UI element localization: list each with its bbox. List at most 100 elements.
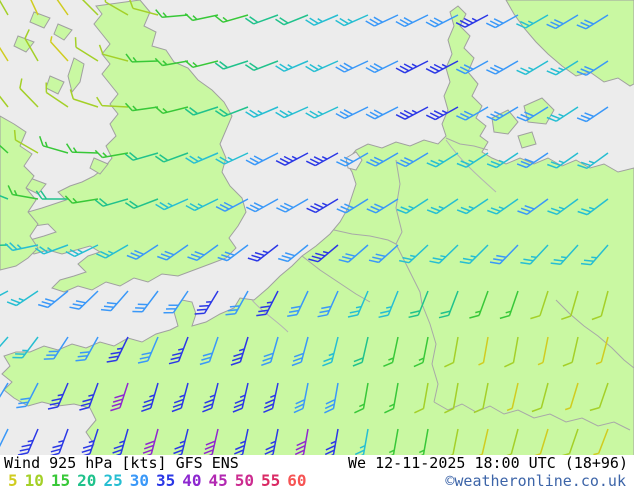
wind-barb: [24, 29, 39, 62]
wind-barb: [287, 290, 309, 318]
wind-barb: [38, 136, 69, 154]
wind-barb: [81, 0, 99, 16]
scale-value-10: 10: [24, 471, 44, 490]
border-germany-czechia: [555, 299, 634, 369]
wind-barb: [504, 336, 519, 368]
border-denmark-germany: [445, 137, 489, 151]
wind-barb: [184, 13, 219, 22]
wind-barb: [65, 143, 99, 154]
river-seine: [251, 299, 289, 333]
wind-barb: [368, 244, 399, 264]
footer-line-1: Wind 925 hPa [kts] GFS ENS We 12-11-2025…: [0, 455, 634, 472]
wind-barb: [0, 194, 9, 200]
wind-barb: [94, 149, 129, 159]
wind-barb: [245, 106, 279, 118]
wind-barb: [352, 336, 369, 367]
scale-value-35: 35: [155, 471, 176, 490]
map-footer: Wind 925 hPa [kts] GFS ENS We 12-11-2025…: [0, 455, 634, 490]
wind-barb: [306, 198, 339, 214]
coastline-danish-islands: [491, 97, 555, 149]
copyright-link[interactable]: ©weatheronline.co.uk: [445, 472, 626, 490]
wind-barb: [516, 14, 549, 29]
wind-barb: [277, 244, 309, 263]
wind-barb: [478, 336, 489, 366]
wind-barb: [459, 244, 489, 265]
wind-barb: [546, 14, 579, 30]
wind-map: [0, 0, 634, 457]
wind-barb: [506, 382, 519, 412]
wind-barb: [395, 106, 429, 120]
wind-barb: [399, 244, 429, 264]
border-switzerland: [433, 401, 631, 431]
scale-value-40: 40: [182, 471, 202, 490]
wind-barb: [98, 44, 129, 62]
wind-barb: [444, 336, 459, 368]
wind-barb: [13, 129, 39, 154]
wind-barb: [365, 14, 399, 27]
scale-value-20: 20: [77, 471, 97, 490]
border-france-belgium: [301, 255, 371, 303]
wind-barb: [473, 382, 489, 414]
wind-barb: [43, 336, 69, 360]
wind-barb: [561, 290, 579, 321]
wind-barb: [64, 195, 99, 204]
scale-value-5: 5: [8, 471, 18, 490]
wind-barb: [124, 198, 159, 210]
wind-barb: [276, 198, 309, 213]
border-belgium-netherlands: [333, 229, 397, 245]
wind-barb: [366, 152, 399, 167]
wind-barb: [336, 198, 369, 214]
wind-barb: [214, 14, 249, 23]
wind-barb: [56, 0, 69, 16]
wind-barb: [171, 382, 189, 413]
wind-barb: [69, 290, 99, 310]
wind-barb: [65, 244, 99, 258]
wind-barb: [396, 152, 429, 168]
wind-barb: [245, 198, 279, 213]
wind-barb: [425, 60, 459, 74]
wind-barb: [429, 244, 459, 264]
wind-barb: [593, 428, 609, 456]
wind-barb: [499, 290, 519, 320]
wind-barb: [37, 290, 69, 309]
scale-value-25: 25: [103, 471, 123, 490]
wind-barb: [104, 0, 129, 16]
wind-barb: [0, 382, 9, 398]
wind-barb: [595, 336, 609, 365]
wind-barb: [469, 290, 489, 319]
wind-barb: [6, 290, 39, 307]
wind-barb: [305, 60, 339, 73]
wind-barb: [335, 106, 369, 120]
coastline-ireland: [0, 115, 39, 271]
wind-barb: [17, 428, 39, 456]
wind-barb: [194, 290, 219, 315]
wind-barb: [354, 382, 369, 414]
wind-barb: [530, 290, 549, 320]
wind-barb: [79, 382, 99, 411]
wind-barb: [155, 198, 189, 211]
wind-barb: [110, 382, 129, 412]
wind-barb: [49, 428, 69, 457]
wind-barb: [550, 244, 579, 266]
wind-barb: [94, 198, 129, 207]
wind-barb: [16, 382, 39, 409]
wind-barb: [456, 106, 489, 121]
wind-barb: [4, 242, 39, 252]
footer-line-2: 5 10 15 20 25 30 35 40 45 50 55 60 ©weatheronline.c…: [0, 471, 634, 490]
wind-barb: [163, 290, 189, 314]
wind-barb: [305, 152, 339, 167]
wind-barb: [517, 198, 549, 216]
wind-barb: [531, 382, 549, 413]
wind-barb: [47, 382, 69, 410]
wind-barb: [125, 53, 159, 63]
wind-barb: [263, 382, 279, 413]
wind-barb: [577, 152, 609, 170]
wind-barb: [0, 428, 9, 448]
wind-barb: [366, 198, 399, 214]
wind-barb: [0, 95, 9, 108]
wind-barb: [215, 198, 249, 212]
wind-barb: [69, 89, 99, 108]
wind-barb: [395, 14, 429, 28]
weather-map-svg: [0, 0, 634, 457]
wind-barb: [485, 14, 519, 29]
